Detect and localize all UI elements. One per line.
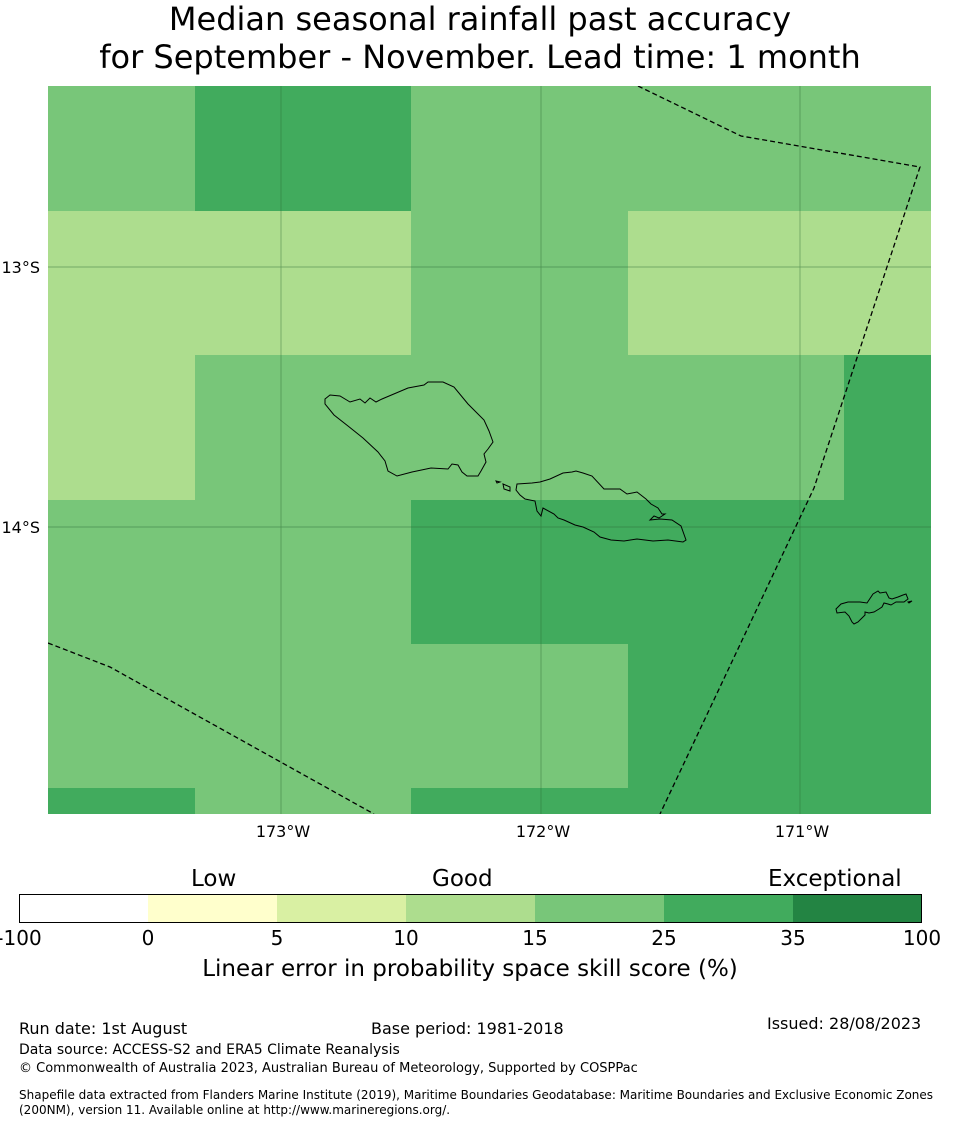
skill-cell-r2-c1 bbox=[195, 355, 304, 501]
base-period: Base period: 1981-2018 bbox=[371, 1019, 564, 1038]
eez-boundary-southwest bbox=[48, 642, 375, 814]
data-source: Data source: ACCESS-S2 and ERA5 Climate … bbox=[19, 1042, 400, 1058]
skill-cell-r3-c4 bbox=[628, 500, 737, 645]
skill-cell-r3-c2 bbox=[303, 500, 412, 645]
map-title-line-2: for September - November. Lead time: 1 m… bbox=[99, 38, 861, 76]
legend-tick-3: 5 bbox=[270, 926, 284, 950]
eez-boundary-northeast bbox=[637, 86, 921, 814]
aunuu-islet-outline bbox=[907, 600, 913, 604]
colorbar-bin-2 bbox=[148, 894, 277, 923]
manono-islet-outline bbox=[495, 480, 502, 484]
legend-tick-1: -100 bbox=[0, 926, 42, 950]
skill-cell-r5-c5 bbox=[736, 788, 845, 814]
skill-cell-r5-c6 bbox=[844, 788, 931, 814]
skill-cell-r1-c4 bbox=[628, 211, 737, 356]
lon-label-172w: 172°W bbox=[515, 822, 571, 841]
map-title-line-1: Median seasonal rainfall past accuracy bbox=[168, 0, 792, 38]
skill-cell-r4-c3 bbox=[411, 644, 629, 789]
lat-label-13s: 13°S bbox=[1, 258, 40, 277]
legend-category-good: Good bbox=[432, 866, 493, 892]
skill-cell-r5-c0 bbox=[48, 788, 196, 814]
upolu-island-outline bbox=[515, 470, 687, 543]
skill-cell-r0-c4 bbox=[628, 86, 737, 212]
legend-colorbar bbox=[19, 894, 922, 923]
skill-cell-r1-c0 bbox=[48, 211, 196, 356]
skill-cell-r1-c1 bbox=[195, 211, 304, 356]
skill-cell-r4-c4 bbox=[628, 644, 737, 789]
skill-cell-r2-c3 bbox=[411, 355, 629, 501]
colorbar-outline bbox=[19, 894, 922, 923]
skill-cell-r2-c5 bbox=[736, 355, 845, 501]
legend-category-low: Low bbox=[191, 866, 237, 892]
graticule bbox=[48, 86, 931, 814]
skill-cell-r2-c4 bbox=[628, 355, 737, 501]
skill-cell-r4-c1 bbox=[195, 644, 304, 789]
skill-cell-r5-c2 bbox=[303, 788, 412, 814]
run-date: Run date: 1st August bbox=[19, 1019, 188, 1038]
legend-tick-7: 35 bbox=[780, 926, 806, 950]
legend-tick-2: 0 bbox=[141, 926, 155, 950]
skill-cell-r0-c6 bbox=[844, 86, 931, 212]
colorbar-bin-5 bbox=[535, 894, 664, 923]
skill-cell-r2-c0 bbox=[48, 355, 196, 501]
colorbar-bin-6 bbox=[664, 894, 793, 923]
skill-cell-r0-c2 bbox=[303, 86, 412, 212]
colorbar-bin-7 bbox=[793, 894, 922, 923]
lon-label-173w: 173°W bbox=[255, 822, 311, 841]
skill-cell-r1-c5 bbox=[736, 211, 845, 356]
skill-cell-r0-c3 bbox=[411, 86, 629, 212]
skill-map bbox=[48, 86, 931, 814]
skill-cell-r5-c1 bbox=[195, 788, 304, 814]
lat-label-14s: 14°S bbox=[1, 518, 40, 537]
skill-cell-r0-c1 bbox=[195, 86, 304, 212]
legend-category-exceptional: Exceptional bbox=[768, 866, 902, 892]
copyright-notice: © Commonwealth of Australia 2023, Austra… bbox=[19, 1061, 638, 1076]
skill-cell-r0-c5 bbox=[736, 86, 845, 212]
skill-cell-r2-c6 bbox=[844, 355, 931, 501]
issued-date: Issued: 28/08/2023 bbox=[767, 1014, 922, 1033]
savaii-island-outline bbox=[324, 381, 494, 477]
skill-cell-r1-c6 bbox=[844, 211, 931, 356]
skill-cell-r3-c5 bbox=[736, 500, 845, 645]
skill-cell-r3-c0 bbox=[48, 500, 196, 645]
legend-tick-5: 15 bbox=[522, 926, 548, 950]
legend-tick-4: 10 bbox=[393, 926, 419, 950]
skill-cell-r4-c2 bbox=[303, 644, 412, 789]
skill-cell-r0-c0 bbox=[48, 86, 196, 212]
colorbar-bin-1 bbox=[19, 894, 148, 923]
shapefile-credit-line-1: Shapefile data extracted from Flanders M… bbox=[19, 1088, 934, 1102]
skill-cell-r4-c0 bbox=[48, 644, 196, 789]
lon-label-171w: 171°W bbox=[774, 822, 830, 841]
skill-cell-r2-c2 bbox=[303, 355, 412, 501]
skill-cell-r3-c3 bbox=[411, 500, 629, 645]
skill-cell-r1-c2 bbox=[303, 211, 412, 356]
skill-cell-r1-c3 bbox=[411, 211, 629, 356]
skill-cell-r4-c5 bbox=[736, 644, 845, 789]
skill-cell-r3-c6 bbox=[844, 500, 931, 645]
skill-cell-r4-c6 bbox=[844, 644, 931, 789]
skill-cell-r5-c4 bbox=[628, 788, 737, 814]
colorbar-label: Linear error in probability space skill … bbox=[202, 956, 738, 982]
skill-grid-cells bbox=[48, 86, 931, 814]
skill-cell-r5-c3 bbox=[411, 788, 629, 814]
colorbar-bin-4 bbox=[406, 894, 535, 923]
colorbar-bin-3 bbox=[277, 894, 406, 923]
tutuila-island-outline bbox=[835, 590, 909, 625]
legend-tick-6: 25 bbox=[651, 926, 677, 950]
coastlines bbox=[324, 381, 913, 625]
eez-boundaries bbox=[48, 86, 921, 814]
skill-cell-r3-c1 bbox=[195, 500, 304, 645]
apolima-islet-outline bbox=[502, 483, 511, 492]
legend-tick-8: 100 bbox=[902, 926, 942, 950]
shapefile-credit-line-2: (200NM), version 11. Available online at… bbox=[19, 1103, 451, 1117]
